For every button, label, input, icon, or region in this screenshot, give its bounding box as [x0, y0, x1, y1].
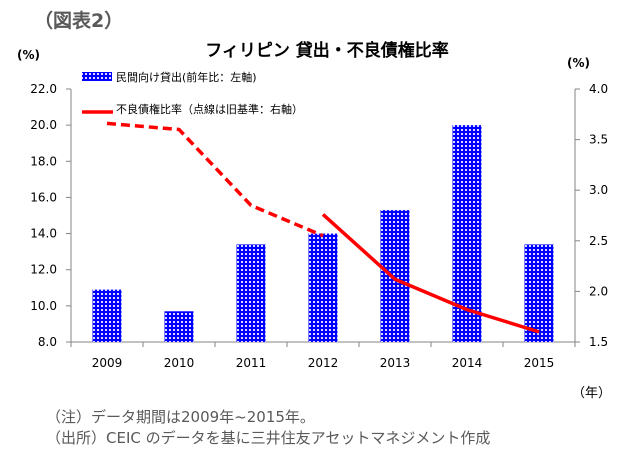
bar-2012 [308, 233, 338, 342]
right-axis-tick-label: 2.5 [589, 234, 608, 248]
legend-line-label: 不良債権比率（点線は旧基準：右軸） [116, 102, 303, 116]
bar-2010 [164, 311, 194, 342]
right-axis-tick-label: 1.5 [589, 335, 608, 349]
bar-2013 [380, 210, 410, 342]
right-axis-tick-label: 4.0 [589, 82, 608, 96]
right-axis-tick-label: 3.0 [589, 183, 608, 197]
right-axis-tick-label: 2.0 [589, 284, 608, 298]
legend-bar-label: 民間向け貸出(前年比：左軸) [116, 70, 257, 84]
note-text: （注）データ期間は2009年~2015年。 [46, 408, 315, 426]
npl-line-solid [321, 213, 540, 334]
x-axis-tick-label: 2010 [164, 356, 195, 370]
npl-line-dashed [106, 121, 324, 238]
bar-2011 [236, 244, 266, 342]
source-text: （出所）CEIC のデータを基に三井住友アセットマネジメント作成 [46, 429, 491, 447]
left-axis-tick-label: 14.0 [30, 227, 57, 241]
right-axis-tick-label: 3.5 [589, 133, 608, 147]
bar-2015 [524, 244, 554, 342]
x-axis-tick-label: 2015 [524, 356, 555, 370]
x-axis-tick-label: 2012 [308, 356, 339, 370]
left-axis-tick-label: 8.0 [38, 335, 57, 349]
left-axis-tick-label: 20.0 [30, 118, 57, 132]
x-axis-tick-label: 2014 [452, 356, 483, 370]
x-axis-tick-label: 2013 [380, 356, 411, 370]
x-axis-unit: （年） [572, 386, 612, 401]
figure-label: （図表2） [34, 10, 124, 32]
right-axis-unit: (%) [567, 56, 590, 70]
left-axis-unit: (%) [17, 48, 40, 62]
left-axis-tick-label: 12.0 [30, 263, 57, 277]
chart-title: フィリピン 貸出・不良債権比率 [205, 41, 449, 61]
left-axis-tick-label: 18.0 [30, 154, 57, 168]
x-axis-tick-label: 2011 [236, 356, 267, 370]
left-axis-tick-label: 16.0 [30, 190, 57, 204]
left-axis-tick-label: 10.0 [30, 299, 57, 313]
x-axis-tick-label: 2009 [92, 356, 123, 370]
bar-2009 [92, 289, 122, 342]
left-axis-tick-label: 22.0 [30, 82, 57, 96]
legend-bar-swatch [82, 72, 112, 81]
